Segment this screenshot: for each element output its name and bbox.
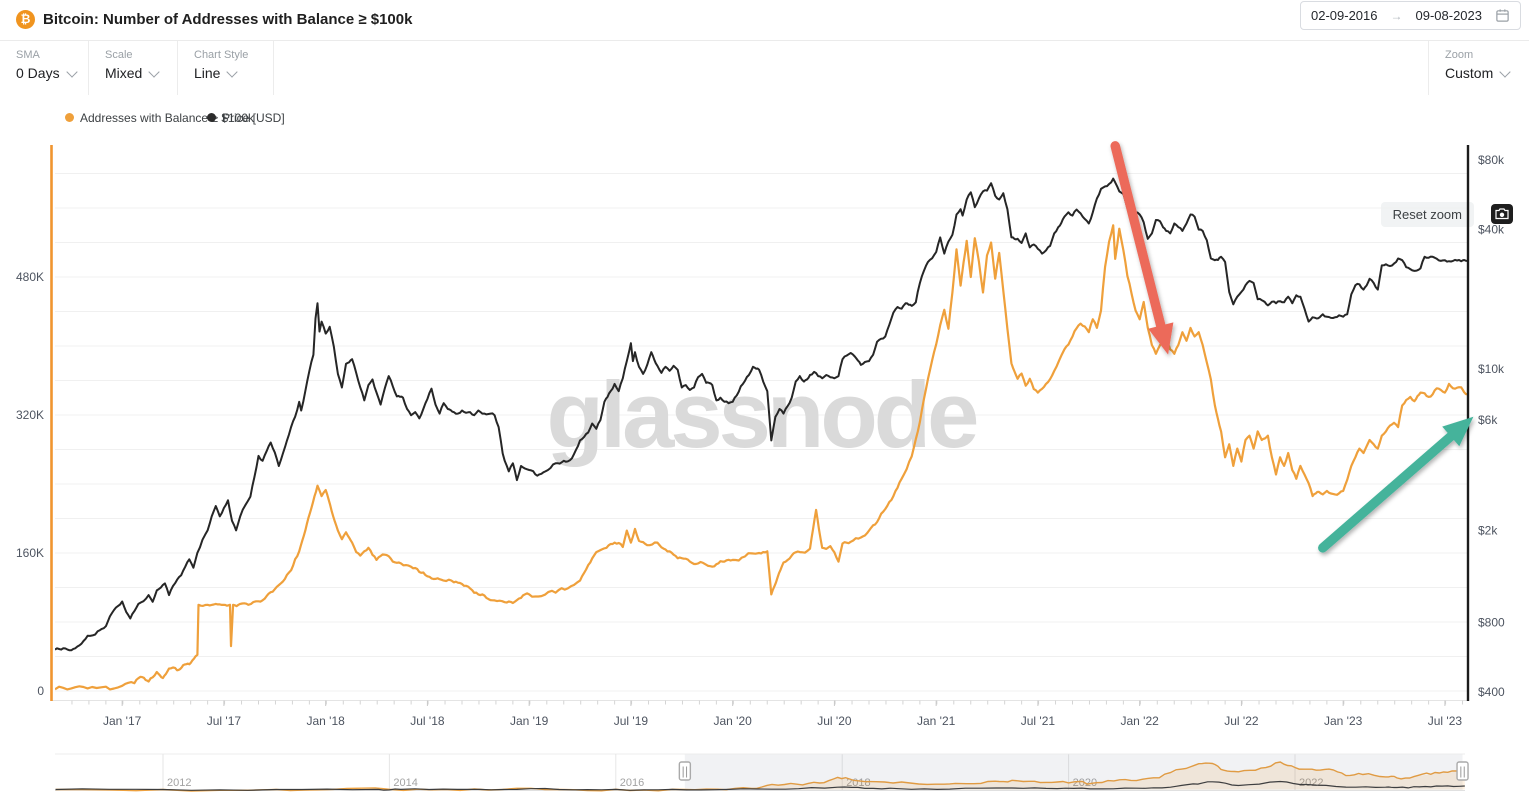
zoom-label: Zoom xyxy=(1445,49,1474,61)
scale-value: Mixed xyxy=(105,65,143,81)
navigator: 201220142016201820202022 xyxy=(55,753,1469,792)
x-axis-label: Jan '21 xyxy=(917,714,956,728)
zoom-dropdown[interactable]: Zoom Custom xyxy=(1428,41,1529,95)
sma-dropdown[interactable]: SMA 0 Days xyxy=(0,41,89,95)
x-axis-label: Jan '20 xyxy=(713,714,752,728)
header: ₿ Bitcoin: Number of Addresses with Bala… xyxy=(0,0,1529,41)
legend-label: Price [USD] xyxy=(222,110,285,125)
nav-year-label: 2014 xyxy=(393,777,417,789)
calendar-icon xyxy=(1495,8,1510,23)
y-axis-label-right: $2k xyxy=(1478,523,1498,537)
scale-dropdown[interactable]: Scale Mixed xyxy=(89,41,178,95)
addresses-series-line xyxy=(55,224,1467,691)
legend-dot-price xyxy=(207,113,216,122)
x-axis-label: Jan '17 xyxy=(103,714,142,728)
price-series-line xyxy=(55,177,1467,652)
nav-selected-range[interactable] xyxy=(684,754,1463,791)
y-axis-label-right: $40k xyxy=(1478,223,1505,237)
y-axis-label-right: $80k xyxy=(1478,153,1505,167)
reset-zoom-button[interactable]: Reset zoom xyxy=(1380,202,1474,227)
toolbar: SMA 0 Days Scale Mixed Chart Style Line … xyxy=(0,41,1529,96)
sma-label: SMA xyxy=(16,49,40,61)
annotation-arrow-down xyxy=(1110,141,1174,355)
y-axis-label-left: 160K xyxy=(16,546,44,560)
scale-label: Scale xyxy=(105,49,133,61)
chart-style-dropdown[interactable]: Chart Style Line xyxy=(178,41,274,95)
glassnode-watermark: glassnode xyxy=(547,362,978,467)
annotation-arrow-up xyxy=(1318,416,1474,553)
y-axis-label-left: 320K xyxy=(16,408,44,422)
x-axis-label: Jul '21 xyxy=(1021,714,1056,728)
nav-year-label: 2022 xyxy=(1299,777,1323,789)
date-range-arrow-icon: → xyxy=(1390,8,1403,23)
legend-dot-addresses xyxy=(65,113,74,122)
nav-addresses-line xyxy=(55,761,1465,792)
y-axis-label-right: $800 xyxy=(1478,615,1505,629)
zoom-value: Custom xyxy=(1445,65,1494,81)
nav-addresses-area xyxy=(55,762,1465,790)
x-axis-label: Jul '23 xyxy=(1428,714,1463,728)
legend-item-price[interactable]: Price [USD] xyxy=(207,95,285,140)
x-axis-label: Jul '19 xyxy=(614,714,649,728)
x-axis-label: Jan '19 xyxy=(510,714,549,728)
nav-handle-left[interactable] xyxy=(678,761,692,781)
x-axis-label: Jan '23 xyxy=(1324,714,1363,728)
y-axis-label-left: 480K xyxy=(16,270,44,284)
sma-value: 0 Days xyxy=(16,65,60,81)
y-axis-label-right: $6k xyxy=(1478,413,1498,427)
camera-icon xyxy=(1495,208,1509,220)
date-start: 02-09-2016 xyxy=(1311,8,1378,23)
y-axis-label-right: $10k xyxy=(1478,362,1505,376)
date-range-picker[interactable]: 02-09-2016 → 09-08-2023 xyxy=(1300,1,1521,30)
nav-year-label: 2016 xyxy=(620,777,644,789)
nav-handle-right[interactable] xyxy=(1456,761,1469,781)
nav-year-label: 2012 xyxy=(167,777,191,789)
camera-button[interactable] xyxy=(1491,204,1513,224)
chart-style-label: Chart Style xyxy=(194,49,249,61)
y-axis-label-right: $400 xyxy=(1478,685,1505,699)
page-title: Bitcoin: Number of Addresses with Balanc… xyxy=(43,11,413,28)
date-end: 09-08-2023 xyxy=(1415,8,1483,23)
legend: Addresses with Balance ≥ $100k Price [US… xyxy=(0,95,1529,227)
nav-price-line xyxy=(55,780,1465,791)
x-axis-label: Jan '18 xyxy=(306,714,345,728)
x-axis-label: Jul '22 xyxy=(1224,714,1259,728)
y-axis-label-left: 0 xyxy=(37,684,44,698)
x-axis-label: Jul '17 xyxy=(207,714,242,728)
chart-style-value: Line xyxy=(194,65,221,81)
bitcoin-icon: ₿ xyxy=(16,10,35,29)
x-axis-label: Jul '20 xyxy=(817,714,852,728)
x-axis-label: Jan '22 xyxy=(1120,714,1159,728)
x-axis-label: Jul '18 xyxy=(410,714,445,728)
